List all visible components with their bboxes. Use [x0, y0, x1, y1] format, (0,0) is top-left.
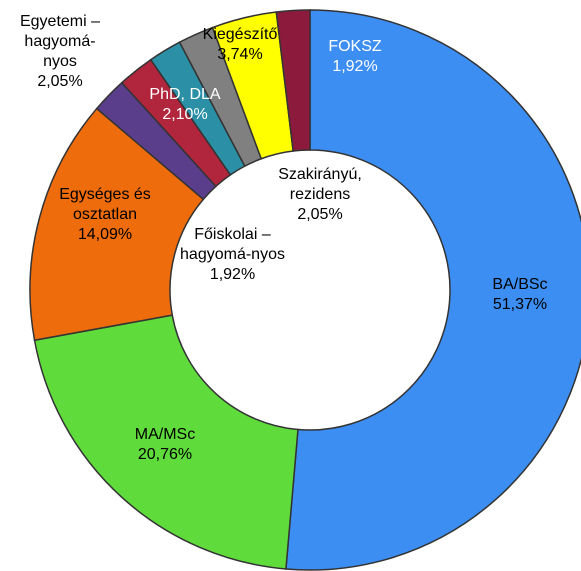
category-label: Egységes és osztatlan: [59, 186, 151, 223]
category-label: Kiegészítő: [202, 26, 278, 43]
value-label: 1,92%: [332, 58, 378, 75]
value-label: 2,10%: [162, 106, 208, 123]
value-label: 20,76%: [137, 446, 193, 463]
category-label: FOKSZ: [328, 38, 382, 55]
slice-label: PhD, DLA 2,10%: [130, 85, 240, 125]
category-label: Szakirányú, rezidens: [278, 166, 362, 203]
slice-label: MA/MSc 20,76%: [105, 425, 225, 465]
category-label: Főiskolai – hagyomá-nyos: [180, 226, 285, 263]
value-label: 51,37%: [492, 296, 548, 313]
category-label: Egyetemi – hagyomá-nyos: [19, 13, 101, 70]
value-label: 2,05%: [37, 73, 83, 90]
slice: [285, 9, 581, 571]
slice-label: BA/BSc 51,37%: [465, 275, 575, 315]
slice-label: Egységes és osztatlan 14,09%: [50, 185, 160, 245]
slice-label: Főiskolai – hagyomá-nyos 1,92%: [180, 225, 285, 285]
slice-label: Kiegészítő 3,74%: [190, 25, 290, 65]
value-label: 1,92%: [209, 266, 256, 283]
category-label: MA/MSc: [134, 426, 196, 443]
slice-label: Szakirányú, rezidens 2,05%: [260, 165, 380, 225]
slice: [29, 107, 205, 342]
slice-label: Egyetemi – hagyomá-nyos 2,05%: [10, 12, 110, 92]
category-label: BA/BSc: [492, 276, 548, 293]
category-label: PhD, DLA: [149, 86, 221, 103]
value-label: 14,09%: [77, 226, 133, 243]
slice-label: FOKSZ 1,92%: [310, 37, 400, 77]
value-label: 3,74%: [217, 46, 263, 63]
value-label: 2,05%: [297, 206, 343, 223]
slice: [33, 314, 299, 570]
slice: [275, 9, 311, 152]
